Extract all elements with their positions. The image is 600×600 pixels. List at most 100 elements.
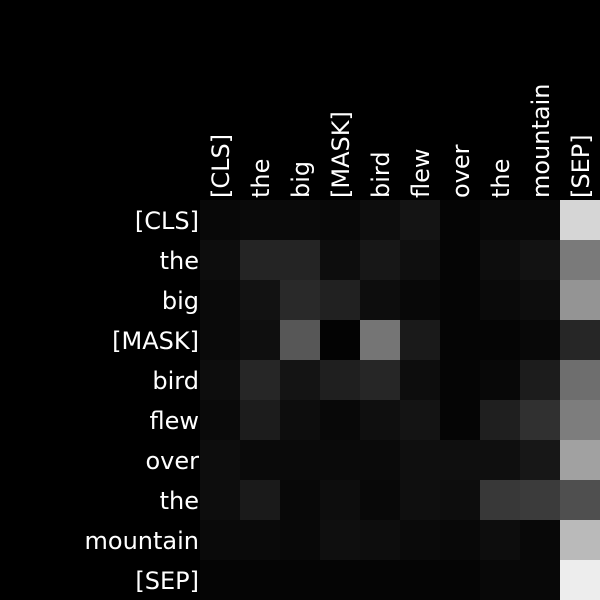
heatmap-cell	[360, 520, 400, 560]
heatmap-cell	[240, 440, 280, 480]
heatmap-cell	[240, 280, 280, 320]
heatmap-cell	[200, 560, 240, 600]
heatmap-cell	[480, 440, 520, 480]
y-axis-tick-labels: [CLS] the big [MASK] bird flew over the mountain…	[85, 207, 200, 595]
heatmap-cell	[200, 240, 240, 280]
heatmap-cell	[280, 560, 320, 600]
heatmap-cell	[400, 200, 440, 240]
x-tick-label: bird	[367, 151, 395, 198]
y-tick-label: big	[162, 287, 199, 315]
heatmap-cell	[560, 520, 600, 560]
heatmap-cell	[520, 440, 560, 480]
heatmap-cells	[200, 200, 600, 600]
heatmap-cell	[560, 320, 600, 360]
y-tick-label: bird	[152, 367, 199, 395]
heatmap-cell	[480, 480, 520, 520]
heatmap-cell	[440, 440, 480, 480]
heatmap-cell	[560, 200, 600, 240]
heatmap-cell	[520, 480, 560, 520]
heatmap-cell	[480, 520, 520, 560]
heatmap-cell	[360, 440, 400, 480]
heatmap-cell	[560, 480, 600, 520]
heatmap-cell	[560, 440, 600, 480]
heatmap-cell	[520, 240, 560, 280]
y-tick-label: [CLS]	[135, 207, 199, 235]
heatmap-cell	[440, 240, 480, 280]
heatmap-cell	[320, 480, 360, 520]
heatmap-cell	[560, 400, 600, 440]
heatmap-cell	[400, 360, 440, 400]
heatmap-cell	[280, 280, 320, 320]
heatmap-cell	[480, 400, 520, 440]
heatmap-cell	[560, 240, 600, 280]
heatmap-cell	[440, 480, 480, 520]
heatmap-cell	[400, 440, 440, 480]
heatmap-cell	[280, 520, 320, 560]
heatmap-cell	[360, 200, 400, 240]
heatmap-cell	[360, 480, 400, 520]
heatmap-cell	[200, 480, 240, 520]
heatmap-cell	[200, 440, 240, 480]
heatmap-cell	[320, 560, 360, 600]
heatmap-cell	[360, 400, 400, 440]
heatmap-cell	[280, 480, 320, 520]
heatmap-cell	[520, 520, 560, 560]
heatmap-cell	[320, 280, 360, 320]
heatmap-cell	[480, 240, 520, 280]
heatmap-cell	[360, 360, 400, 400]
x-tick-label: mountain	[527, 84, 555, 198]
heatmap-cell	[480, 360, 520, 400]
heatmap-cell	[360, 560, 400, 600]
heatmap-cell	[440, 360, 480, 400]
heatmap-cell	[240, 520, 280, 560]
heatmap-cell	[200, 280, 240, 320]
heatmap-cell	[440, 520, 480, 560]
heatmap-cell	[480, 200, 520, 240]
heatmap-cell	[440, 200, 480, 240]
heatmap-cell	[280, 320, 320, 360]
y-tick-label: [MASK]	[112, 327, 199, 355]
heatmap-cell	[400, 280, 440, 320]
heatmap-cell	[360, 240, 400, 280]
heatmap-cell	[320, 240, 360, 280]
x-tick-label: big	[287, 161, 315, 198]
heatmap-cell	[200, 360, 240, 400]
heatmap-cell	[560, 280, 600, 320]
heatmap-cell	[240, 360, 280, 400]
heatmap-cell	[520, 560, 560, 600]
y-tick-label: over	[145, 447, 199, 475]
heatmap-cell	[520, 200, 560, 240]
heatmap-cell	[440, 320, 480, 360]
heatmap-cell	[440, 560, 480, 600]
y-tick-label: flew	[149, 407, 199, 435]
heatmap-cell	[320, 520, 360, 560]
heatmap-cell	[480, 320, 520, 360]
x-axis-tick-labels: [CLS] the big [MASK] bird flew over the mountain…	[207, 84, 595, 198]
y-tick-label: the	[160, 247, 199, 275]
heatmap-cell	[400, 560, 440, 600]
heatmap-cell	[240, 240, 280, 280]
heatmap-cell	[240, 400, 280, 440]
heatmap-cell	[560, 560, 600, 600]
heatmap-cell	[400, 240, 440, 280]
heatmap-cell	[560, 360, 600, 400]
heatmap-cell	[200, 200, 240, 240]
heatmap-cell	[480, 280, 520, 320]
y-tick-label: [SEP]	[135, 567, 199, 595]
heatmap-cell	[320, 400, 360, 440]
heatmap-cell	[280, 200, 320, 240]
x-tick-label: [MASK]	[327, 111, 355, 198]
heatmap-cell	[320, 200, 360, 240]
heatmap-cell	[440, 400, 480, 440]
heatmap-cell	[400, 520, 440, 560]
heatmap-cell	[320, 440, 360, 480]
heatmap-cell	[520, 280, 560, 320]
x-tick-label: over	[447, 144, 475, 198]
heatmap-cell	[280, 440, 320, 480]
heatmap-cell	[400, 400, 440, 440]
heatmap-cell	[400, 480, 440, 520]
heatmap-cell	[200, 400, 240, 440]
x-tick-label: the	[247, 159, 275, 198]
heatmap-cell	[200, 520, 240, 560]
